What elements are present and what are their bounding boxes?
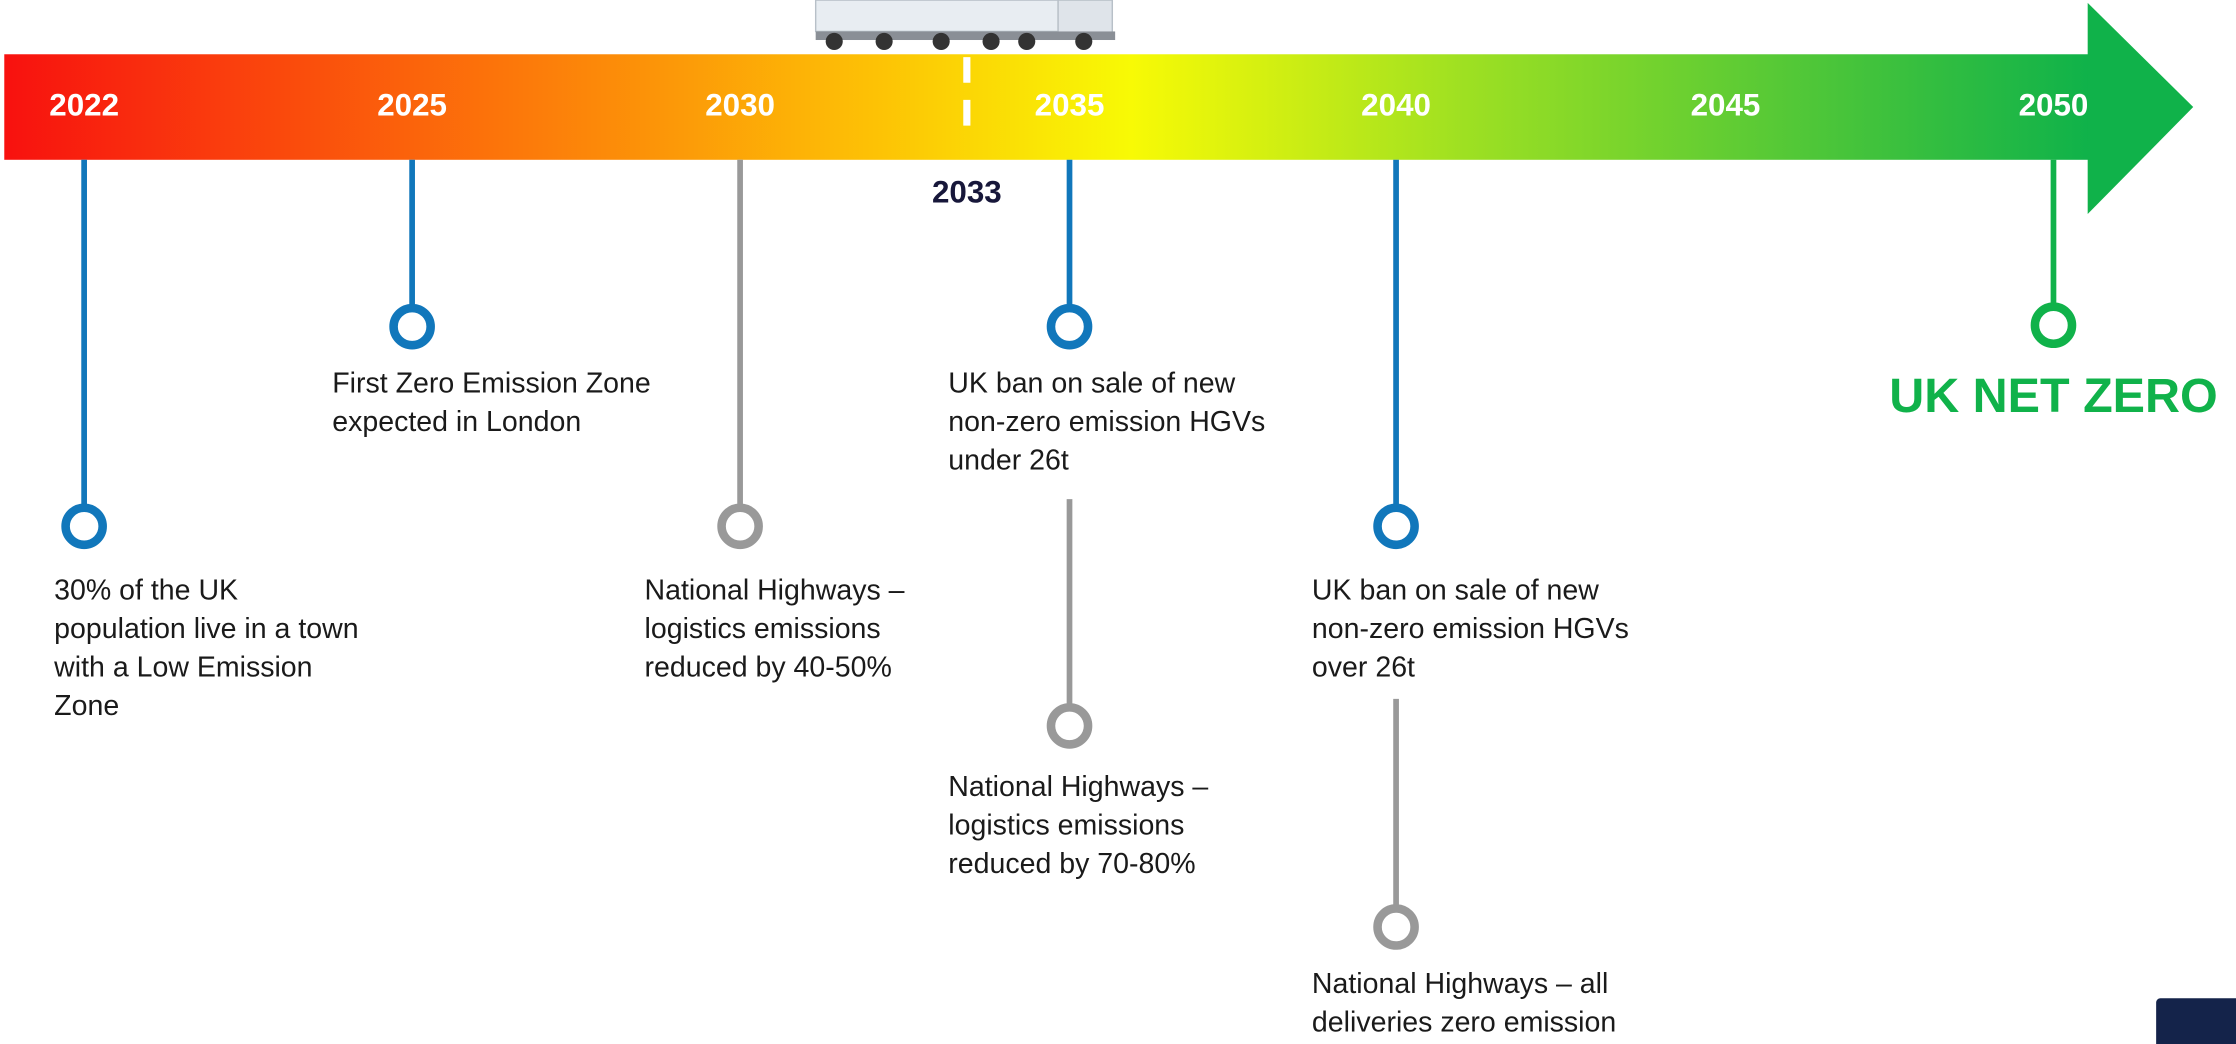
event-text: logistics emissions — [948, 810, 1184, 842]
year-label: 2035 — [1035, 87, 1105, 122]
event-text: 30% of the UK — [54, 574, 238, 606]
milestone-dot — [1378, 908, 1415, 945]
milestone-dot — [722, 508, 759, 545]
event-text: National Highways – — [645, 574, 905, 606]
event-text: population live in a town — [54, 613, 358, 645]
milestone-dot — [1051, 707, 1088, 744]
event-text: Zone — [54, 690, 119, 722]
event-text: under 26t — [948, 445, 1069, 477]
milestone-dot — [1378, 508, 1415, 545]
event-text: logistics emissions — [645, 613, 881, 645]
event-text: UK ban on sale of new — [948, 368, 1235, 400]
year-label: 2045 — [1691, 87, 1761, 122]
event-text: UK ban on sale of new — [1312, 574, 1599, 606]
year-label: 2022 — [49, 87, 119, 122]
goal-label: UK NET ZERO — [1889, 369, 2218, 423]
event-text: reduced by 70-80% — [948, 848, 1195, 880]
event-text: over 26t — [1312, 651, 1415, 683]
event-text: non-zero emission HGVs — [948, 406, 1265, 438]
timeline: 2033 2022 2025 2030 2035 2040 2045 2050 30% of … — [0, 0, 2236, 1044]
truck — [816, 0, 1115, 50]
year-label: 2030 — [705, 87, 775, 122]
year-label: 2025 — [377, 87, 447, 122]
milestone-dot — [394, 308, 431, 345]
year-label: 2050 — [2019, 87, 2089, 122]
event-text: with a Low Emission — [53, 651, 312, 683]
milestone-dot — [1051, 308, 1088, 345]
event-text: National Highways – all — [1312, 968, 1608, 1000]
marker-year: 2033 — [932, 174, 1002, 209]
year-label: 2040 — [1361, 87, 1431, 122]
arrow-head — [2088, 3, 2194, 214]
event-text: deliveries zero emission — [1312, 1006, 1616, 1038]
milestone-dot — [66, 508, 103, 545]
event-text: National Highways – — [948, 771, 1208, 803]
page: 2033 2022 2025 2030 2035 2040 2045 2050 30% of … — [0, 0, 2236, 1044]
event-text: First Zero Emission Zone — [332, 368, 651, 400]
event-text: expected in London — [332, 406, 581, 438]
logo — [2156, 998, 2236, 1044]
milestone-dot — [2035, 307, 2072, 344]
event-text: reduced by 40-50% — [645, 651, 892, 683]
event-text: non-zero emission HGVs — [1312, 613, 1629, 645]
